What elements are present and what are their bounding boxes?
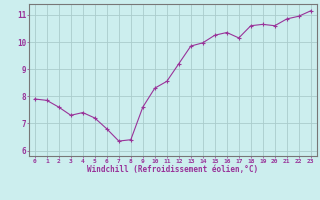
X-axis label: Windchill (Refroidissement éolien,°C): Windchill (Refroidissement éolien,°C): [87, 165, 258, 174]
